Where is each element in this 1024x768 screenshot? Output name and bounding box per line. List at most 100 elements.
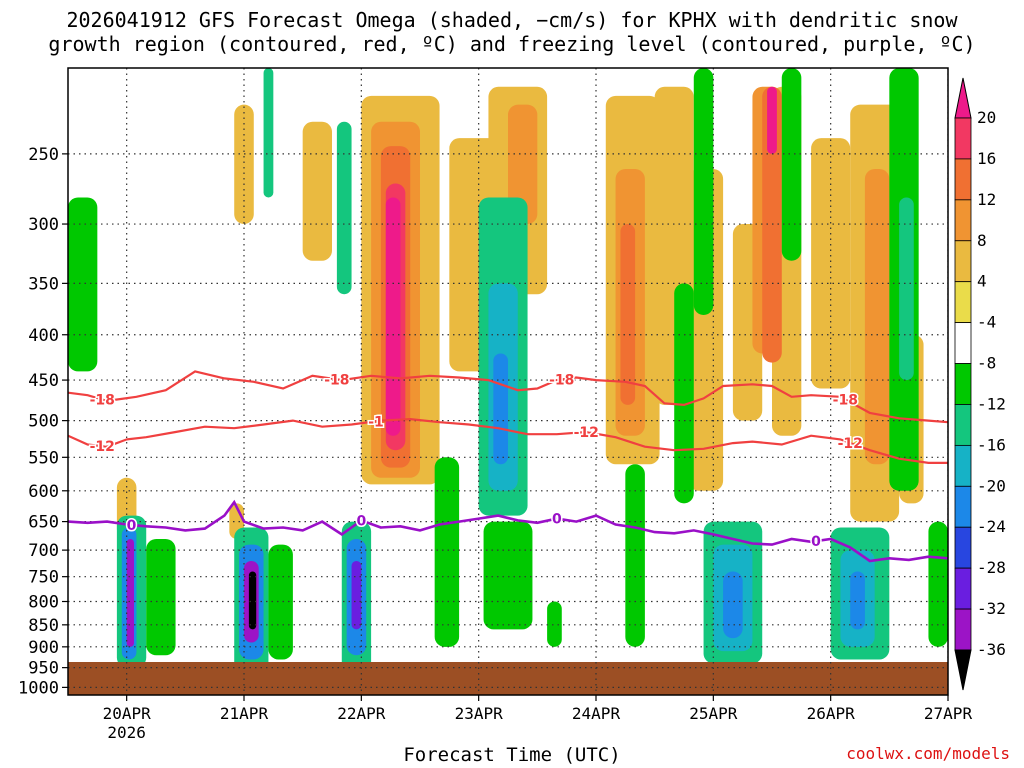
colorbar-label: -32 bbox=[977, 599, 1006, 618]
freezing-level-contour bbox=[68, 499, 948, 563]
time-tick-label: 26APR bbox=[807, 704, 856, 723]
omega-sinking-cell bbox=[68, 197, 98, 372]
colorbar-label: -16 bbox=[977, 435, 1006, 454]
omega-sinking-cell bbox=[899, 197, 914, 381]
colorbar-label: -24 bbox=[977, 517, 1006, 536]
omega-rising-cell bbox=[620, 224, 636, 405]
colorbar-label: -28 bbox=[977, 558, 1006, 577]
pressure-tick-label: 250 bbox=[28, 145, 59, 165]
omega-sinking-cell bbox=[268, 544, 293, 660]
omega-sinking-cell bbox=[625, 464, 645, 647]
colorbar-swatch bbox=[954, 281, 972, 324]
x-axis-title: Forecast Time (UTC) bbox=[403, 744, 621, 766]
omega-sinking-cell bbox=[850, 571, 865, 630]
contour-label: 0 bbox=[552, 512, 562, 528]
colorbar-label: -4 bbox=[977, 313, 996, 332]
omega-sinking-cell bbox=[674, 283, 694, 504]
pressure-tick-label: 750 bbox=[28, 568, 59, 588]
omega-rising-cell bbox=[302, 121, 332, 261]
pressure-tick-label: 900 bbox=[28, 638, 59, 658]
colorbar-label: -8 bbox=[977, 354, 996, 373]
omega-rising-cell bbox=[762, 86, 782, 363]
omega-sinking-cell bbox=[126, 538, 134, 647]
contour-label: 0 bbox=[127, 518, 137, 534]
colorbar-label: 12 bbox=[977, 190, 996, 209]
pressure-tick-label: 450 bbox=[28, 371, 59, 391]
colorbar-swatch bbox=[954, 485, 972, 528]
colorbar-label: 4 bbox=[977, 272, 987, 291]
omega-sinking-cell bbox=[483, 521, 533, 630]
colorbar-top-arrow bbox=[954, 77, 972, 119]
time-tick-label: 20APR bbox=[103, 704, 152, 723]
pressure-tick-label: 300 bbox=[28, 215, 59, 235]
contour-label: 0 bbox=[356, 513, 366, 529]
omega-sinking-cell bbox=[547, 601, 562, 647]
pressure-tick-label: 500 bbox=[28, 412, 59, 432]
colorbar-swatch bbox=[954, 608, 972, 651]
omega-rising-cell bbox=[234, 104, 254, 225]
omega-sinking-cell bbox=[336, 121, 352, 295]
contour-label: -12 bbox=[574, 425, 599, 441]
pressure-tick-label: 1000 bbox=[18, 678, 59, 698]
chart-title-line-1: 2026041912 GFS Forecast Omega (shaded, −… bbox=[66, 8, 958, 32]
contour-lines: -18 -18 -18 -18 -12 -1 -12 -12 0 0 0 0 bbox=[68, 370, 948, 563]
omega-rising-cell bbox=[767, 86, 777, 154]
omega-shading bbox=[68, 68, 948, 672]
time-tick-year-label: 2026 bbox=[107, 723, 146, 742]
dgz-contour-0 bbox=[68, 370, 948, 424]
pressure-tick-label: 550 bbox=[28, 448, 59, 468]
contour-label: -1 bbox=[368, 414, 384, 430]
colorbar-swatch bbox=[954, 404, 972, 446]
omega-colorbar: 20 16 12 8 4 -4 -8 -12 -16 -20 -24 -28 -32 -36 bbox=[954, 77, 1006, 691]
pressure-tick-label: 700 bbox=[28, 541, 59, 561]
pressure-axis: 2503003504004505005506006507007508008509… bbox=[18, 145, 68, 698]
pressure-tick-label: 400 bbox=[28, 326, 59, 346]
ground-surface bbox=[68, 662, 948, 695]
colorbar-swatch bbox=[954, 117, 972, 160]
colorbar-swatch bbox=[954, 240, 972, 283]
omega-sinking-cell bbox=[781, 68, 802, 261]
contour-label: -12 bbox=[838, 436, 863, 452]
pressure-tick-label: 950 bbox=[28, 659, 59, 679]
plot-frame bbox=[67, 67, 949, 696]
omega-sinking-cell bbox=[248, 571, 257, 630]
time-tick-label: 22APR bbox=[337, 704, 386, 723]
dgz-contour-1 bbox=[68, 417, 948, 464]
colorbar-swatch bbox=[954, 158, 972, 201]
omega-rising-cell bbox=[811, 138, 851, 389]
time-tick-label: 25APR bbox=[689, 704, 738, 723]
colorbar-label: 16 bbox=[977, 149, 996, 168]
colorbar-label: -20 bbox=[977, 476, 1006, 495]
contour-label: -12 bbox=[90, 439, 115, 455]
time-tick-label: 27APR bbox=[924, 704, 973, 723]
omega-rising-cell bbox=[385, 197, 401, 436]
colorbar-swatch bbox=[954, 567, 972, 610]
omega-rising-cell bbox=[864, 168, 890, 465]
colorbar-bottom-arrow bbox=[954, 649, 972, 691]
colorbar-label: -12 bbox=[977, 394, 1006, 413]
credit-link[interactable]: coolwx.com/models bbox=[846, 744, 1010, 763]
pressure-tick-label: 350 bbox=[28, 274, 59, 294]
pressure-tick-label: 800 bbox=[28, 593, 59, 613]
omega-rising-cell bbox=[508, 104, 538, 225]
contour-label: 0 bbox=[811, 534, 821, 550]
colorbar-swatch bbox=[954, 444, 972, 487]
time-tick-label: 21APR bbox=[220, 704, 269, 723]
omega-sinking-cell bbox=[493, 353, 508, 465]
contour-label: -18 bbox=[549, 372, 574, 388]
colorbar-label: -36 bbox=[977, 640, 1006, 659]
contour-label: -18 bbox=[324, 372, 349, 388]
omega-sinking-cell bbox=[146, 538, 176, 656]
contour-label: -18 bbox=[90, 392, 115, 408]
colorbar-swatch bbox=[954, 526, 972, 569]
omega-sinking-cell bbox=[928, 521, 948, 647]
pressure-tick-label: 850 bbox=[28, 616, 59, 636]
time-tick-label: 24APR bbox=[572, 704, 621, 723]
colorbar-label: 20 bbox=[977, 108, 996, 127]
contour-label: -18 bbox=[833, 393, 858, 409]
colorbar-swatch bbox=[954, 322, 972, 364]
gridlines bbox=[68, 68, 948, 695]
omega-sinking-cell bbox=[723, 571, 743, 639]
